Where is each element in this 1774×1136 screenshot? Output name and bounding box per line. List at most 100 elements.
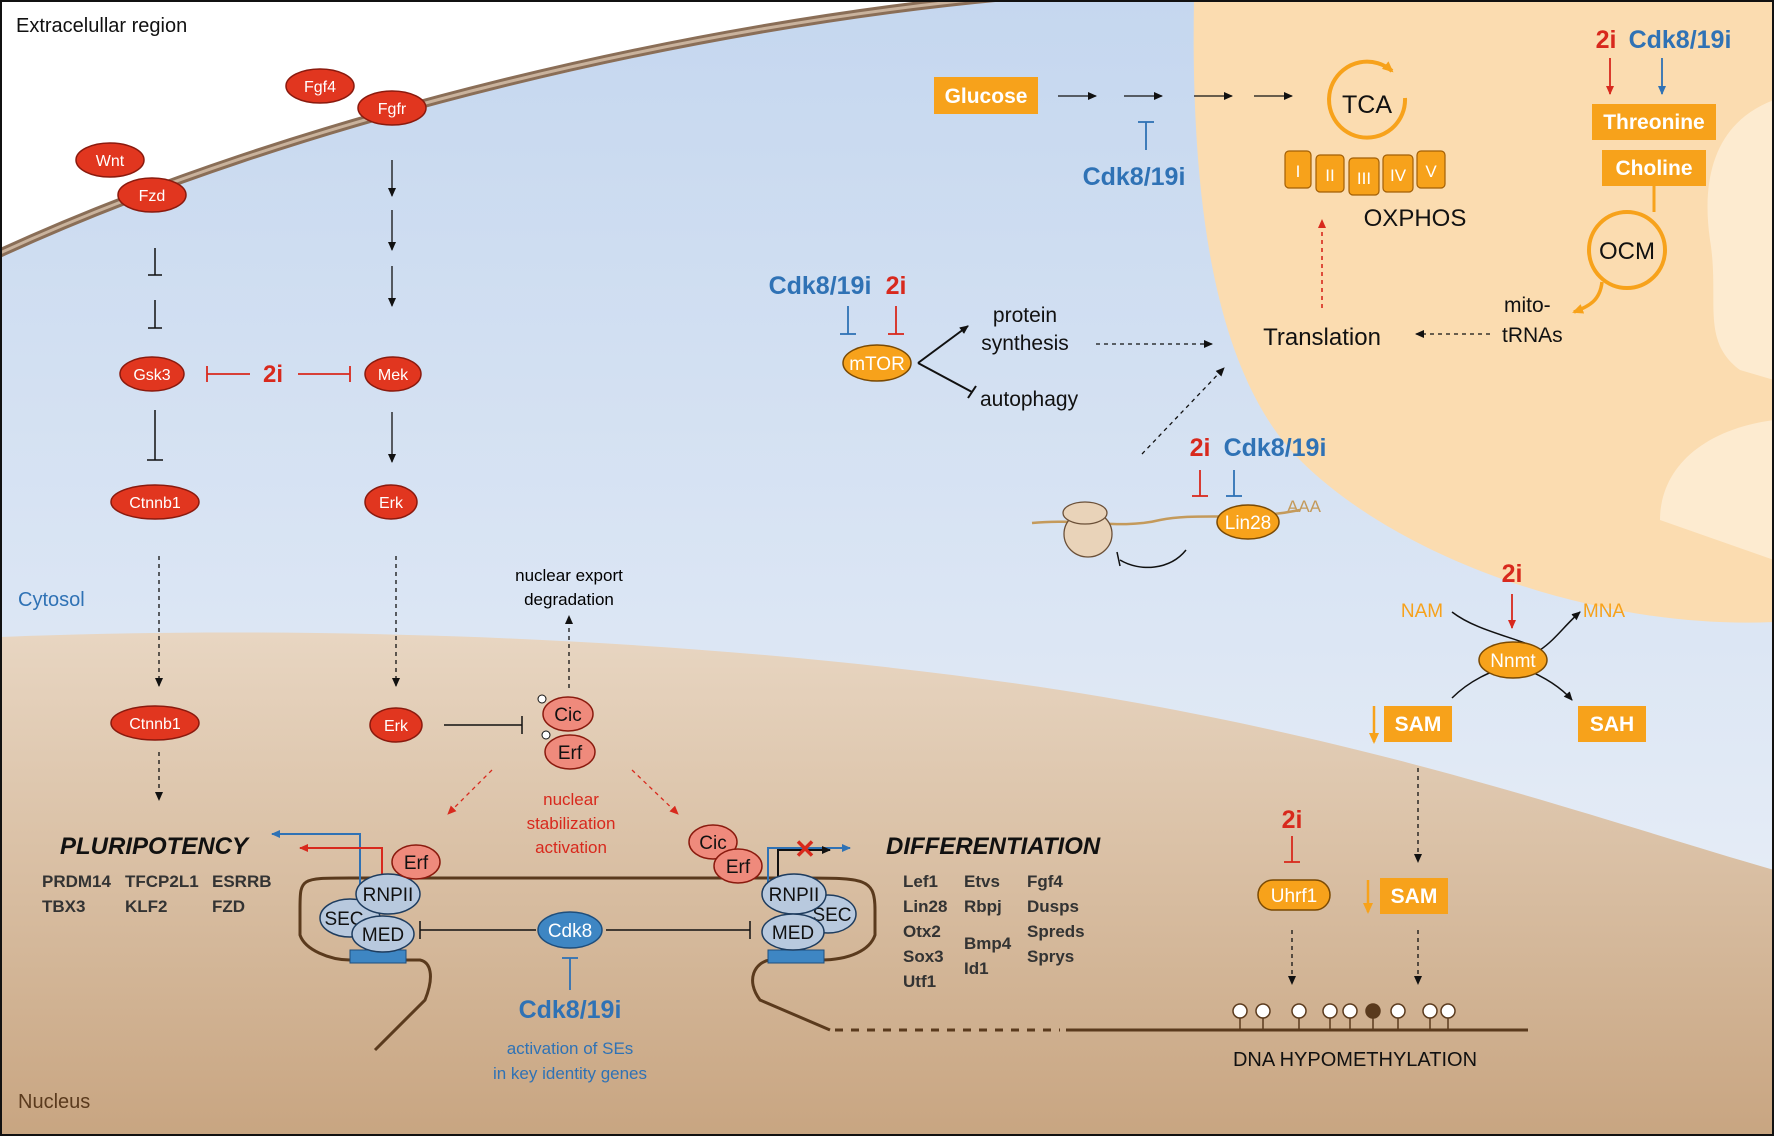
nnmt-node [1478,641,1548,679]
phospho-icon [537,694,547,704]
sam-box [1384,706,1452,742]
choline-box [1602,150,1706,186]
pluripotency-title: PLURIPOTENCY [60,833,250,860]
unmethylated-cpg-icon [1255,1003,1271,1019]
polya-tail-label: AAA [1287,497,1322,516]
unmethylated-cpg-icon [1440,1003,1456,1019]
diff-gene-rbpj: Rbpj [964,897,1002,916]
unmethylated-cpg-icon [1322,1003,1338,1019]
ocm-cycle [1587,210,1667,290]
cdk8-node [537,911,603,949]
stabilization-text: stabilization [527,814,616,833]
erf-label-differentiation: Erf [726,857,751,878]
cdk-inhibitor-lin28-label: Cdk8/19i [1224,434,1327,462]
med-complex-left [351,915,415,953]
diff-gene-sox3: Sox3 [903,947,944,966]
cdk8-label: Cdk8 [548,921,592,942]
sec-label-left: SEC [324,909,363,930]
mito-crista [1707,100,1774,380]
autophagy-bar [967,385,977,399]
sah-box [1578,706,1646,742]
lin28-inhibits-ribosome [1119,549,1187,569]
rnpii-label-left: RNPII [363,885,414,906]
diff-gene-bmp4: Bmp4 [964,934,1012,953]
protein-label: protein [993,304,1057,327]
rnpii-complex-left [355,873,421,915]
ocm-label: OCM [1599,238,1655,265]
unmethylated-cpg-icon [1342,1003,1358,1019]
diff-gene-lef1: Lef1 [903,872,938,891]
glucose-label: Glucose [945,85,1028,108]
erk-label: Erk [379,495,404,512]
pluri-gene-tbx3: TBX3 [42,897,85,916]
mtor-inhibits-autophagy [917,362,973,393]
pluri-gene-prdm14: PRDM14 [42,872,112,891]
ctnnb1-nuclear-label: Ctnnb1 [129,716,181,733]
complex-iv [1382,154,1414,193]
dna-loop-right [751,876,877,1032]
sam-nuclear-label: SAM [1391,885,1438,908]
med-label-left: MED [362,925,404,946]
pluri-transcription-arrow-blue [271,830,361,892]
complex-v-label: V [1425,162,1437,181]
complex-i [1284,150,1312,189]
diff-gene-sprys: Sprys [1027,947,1074,966]
wnt-node [75,142,145,178]
wnt-label: Wnt [96,153,125,170]
lin28-ribosome-bar [1116,551,1121,567]
complex-ii [1315,154,1345,193]
se-genes-text: in key identity genes [493,1064,647,1083]
cdk-inhibitor-glycolysis-label: Cdk8/19i [1083,163,1186,191]
lin28-node [1216,504,1280,540]
extracellular-region [0,0,1000,255]
2i-label-nnmt: 2i [1502,560,1523,588]
med-label-right: MED [772,923,814,944]
cic-node-differentiation [688,824,738,860]
ribosome-small-subunit [1062,501,1108,525]
complex-iii-label: III [1357,169,1371,188]
erf-label-pluripotency: Erf [404,853,429,874]
methylated-cpg-icon [1365,1003,1381,1019]
threonine-label: Threonine [1603,111,1705,134]
uhrf1-label: Uhrf1 [1271,886,1317,907]
nuclear-export-text: nuclear export [515,566,623,585]
mtor-to-protein-synthesis-arrow [917,325,969,364]
tca-label: TCA [1342,91,1392,119]
glucose-box [934,77,1038,114]
enhancer-box-right [767,949,825,964]
fgf4-node [285,68,355,104]
2i-label-mtor: 2i [886,272,907,300]
cic-label: Cic [554,705,581,726]
mek-label: Mek [378,367,409,384]
activation-text: activation [535,838,607,857]
unmethylated-cpg-icon [1291,1003,1307,1019]
fzd-label: Fzd [139,188,166,205]
cdk-inhibitor-nuclear-label: Cdk8/19i [519,996,622,1024]
2i-label-uhrf1: 2i [1282,806,1303,834]
erf-label: Erf [558,743,583,764]
se-activation-text: activation of SEs [507,1039,634,1058]
fgfr-node [357,90,427,126]
erf-node-pluripotency [391,844,441,880]
oxphos-label: OXPHOS [1364,205,1467,232]
cic-node [542,696,594,732]
unmethylated-cpg-icon [1232,1003,1248,1019]
nnmt-label: Nnmt [1490,651,1536,672]
complex-v [1416,150,1446,189]
fgfr-label: Fgfr [378,101,407,118]
complex-ii-label: II [1325,166,1334,185]
mito-crista [1660,420,1774,560]
2i-label-threonine: 2i [1596,26,1617,54]
extracellular-label: Extracelullar region [16,15,187,37]
blocked-transcription-icon: ✕ [794,834,816,864]
cdk-inhibitor-threonine-label: Cdk8/19i [1629,26,1732,54]
unmethylated-cpg-icon [1390,1003,1406,1019]
diff-gene-utf1: Utf1 [903,972,936,991]
erf-to-pluripotency-arrow [447,769,493,815]
erk-nuclear-label: Erk [384,718,409,735]
cic-erf-to-differentiation-arrow [631,769,679,815]
sec-label-right: SEC [812,905,851,926]
lin28-label: Lin28 [1225,513,1272,534]
